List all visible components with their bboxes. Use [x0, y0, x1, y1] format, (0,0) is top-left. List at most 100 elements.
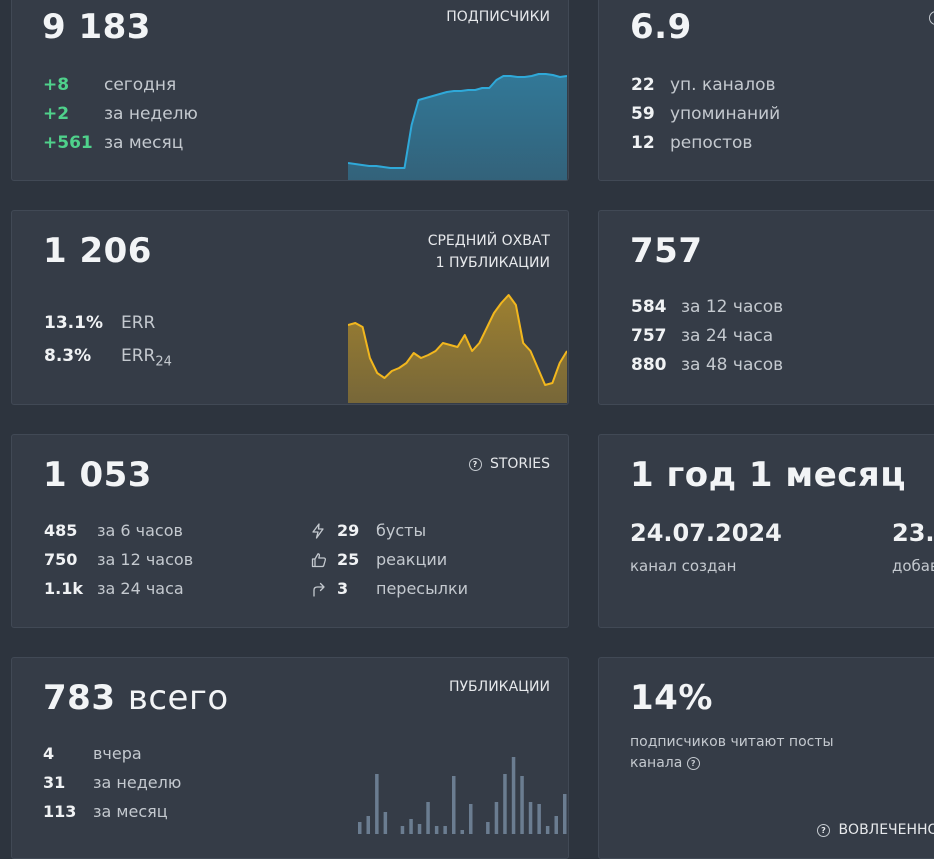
- stat-value: 113: [43, 802, 77, 821]
- engagement-value: 14%: [630, 678, 713, 718]
- help-icon[interactable]: ?: [468, 457, 482, 471]
- publications-total-value: 783: [43, 678, 116, 718]
- stat-label: упоминаний: [670, 104, 781, 124]
- publication-bar: [537, 804, 541, 834]
- err24-label-text: ERR: [121, 346, 156, 366]
- publication-bar: [460, 830, 464, 834]
- subscribers-count: 9 183: [42, 7, 151, 47]
- stat-value: 22: [631, 75, 655, 95]
- stat-label: за 12 часов: [97, 550, 194, 569]
- engagement-text-line2: канала ?: [630, 753, 834, 774]
- publications-bar-chart: [358, 757, 567, 834]
- stat-value: 750: [44, 550, 78, 569]
- stat-value: 31: [43, 773, 66, 792]
- stories-value: 1 053: [43, 455, 152, 495]
- added-label: добав: [892, 557, 934, 575]
- stat-label: сегодня: [104, 75, 177, 95]
- reach-caption: СРЕДНИЙ ОХВАТ 1 ПУБЛИКАЦИИ: [428, 230, 550, 274]
- mentions-index: 6.9: [630, 7, 692, 47]
- subscribers-sparkline: [348, 73, 567, 180]
- reach-hours-card[interactable]: 757 584 за 12 часов 757 за 24 часа 880 з…: [598, 210, 934, 405]
- stat-label: за 24 часа: [97, 579, 184, 598]
- stat-label: за 6 часов: [97, 521, 183, 540]
- publication-bar: [358, 822, 362, 834]
- help-icon[interactable]: ?: [686, 756, 700, 770]
- publication-bar: [409, 819, 413, 834]
- publications-total: 783 всего: [43, 678, 229, 718]
- help-icon[interactable]: [929, 11, 934, 25]
- interaction-value: 29: [337, 521, 360, 540]
- interaction-label: бусты: [376, 521, 427, 540]
- stat-value: 757: [631, 326, 667, 346]
- publication-bar: [554, 816, 558, 834]
- interaction-value: 25: [337, 550, 360, 569]
- publication-bar: [417, 824, 422, 834]
- reach-series-line: [348, 294, 567, 386]
- created-date: 24.07.2024: [630, 519, 782, 547]
- publication-bar: [545, 826, 550, 834]
- subscribers-series-line: [348, 73, 567, 169]
- publication-bar: [452, 776, 456, 834]
- publication-bar: [366, 816, 370, 834]
- engagement-card[interactable]: 14% подписчиков читают посты канала ? ? …: [598, 657, 934, 859]
- stat-value: +8: [43, 75, 70, 95]
- publication-bar: [383, 812, 388, 834]
- stat-value: 485: [44, 521, 78, 540]
- stat-label: за 24 часа: [681, 326, 774, 346]
- interaction-label: реакции: [376, 550, 448, 569]
- stat-label: за 12 часов: [681, 297, 784, 317]
- engagement-text-line2-text: канала: [630, 755, 683, 771]
- stat-value: 880: [631, 355, 667, 375]
- subscribers-caption: ПОДПИСЧИКИ: [446, 9, 550, 25]
- engagement-footer-text: ВОВЛЕЧЕННО: [838, 822, 934, 838]
- stat-label: репостов: [670, 133, 753, 153]
- stat-label: за 48 часов: [681, 355, 784, 375]
- publication-bar: [375, 774, 379, 834]
- stat-value: 584: [631, 297, 667, 317]
- reach-caption-line1: СРЕДНИЙ ОХВАТ: [427, 233, 550, 249]
- stat-value: +2: [43, 104, 70, 124]
- err24-label: ERR24: [121, 346, 172, 369]
- stat-value: 1.1k: [44, 579, 83, 598]
- stat-value: +561: [43, 133, 93, 153]
- stat-label: за месяц: [104, 133, 184, 153]
- engagement-text: подписчиков читают посты канала ?: [630, 732, 834, 774]
- subscribers-card[interactable]: 9 183 ПОДПИСЧИКИ +8 сегодня +2 за неделю…: [11, 0, 569, 181]
- created-label: канал создан: [630, 557, 737, 575]
- channel-age-value: 1 год 1 месяц: [630, 455, 906, 495]
- publication-bar: [563, 794, 567, 834]
- help-icon[interactable]: ?: [817, 823, 830, 837]
- thumbs-up-icon: [311, 553, 327, 568]
- lightning-icon: [312, 523, 324, 539]
- added-date: 23.0: [892, 519, 934, 547]
- err-value: 13.1%: [44, 313, 103, 333]
- reach-series-area: [348, 295, 567, 403]
- stories-caption-text: STORIES: [489, 456, 550, 472]
- reach-sparkline: [348, 294, 567, 403]
- stat-label: уп. каналов: [670, 75, 776, 95]
- publication-bar: [511, 757, 516, 834]
- publication-bar: [503, 774, 507, 834]
- interaction-value: 3: [337, 579, 349, 598]
- publication-bar: [443, 826, 447, 834]
- publication-bar: [494, 802, 499, 834]
- engagement-footer: ? ВОВЛЕЧЕННО: [817, 822, 934, 838]
- err24-subscript: 24: [155, 354, 172, 370]
- publications-card[interactable]: 783 всего ПУБЛИКАЦИИ 4 вчера 31 за недел…: [11, 657, 569, 859]
- forward-arrow-icon: [313, 582, 325, 597]
- reach-card[interactable]: 1 206 СРЕДНИЙ ОХВАТ 1 ПУБЛИКАЦИИ 13.1% E…: [11, 210, 569, 405]
- stat-value: 4: [43, 744, 55, 763]
- err24-value: 8.3%: [44, 346, 92, 366]
- publication-bar: [400, 826, 405, 834]
- publications-caption: ПУБЛИКАЦИИ: [449, 679, 550, 695]
- stat-label: за неделю: [93, 773, 182, 792]
- stat-value: 12: [631, 133, 655, 153]
- mentions-card[interactable]: 6.9 22 уп. каналов 59 упоминаний 12 репо…: [598, 0, 934, 181]
- publication-bar: [520, 776, 524, 834]
- channel-age-card[interactable]: 1 год 1 месяц 24.07.2024 канал создан 23…: [598, 434, 934, 628]
- stories-card[interactable]: 1 053 ? STORIES 485 за 6 часов 750 за 12…: [11, 434, 569, 628]
- engagement-text-line1: подписчиков читают посты: [630, 734, 834, 750]
- stories-caption: ? STORIES: [468, 453, 550, 475]
- publication-bar: [469, 804, 473, 834]
- stat-label: за неделю: [104, 104, 198, 124]
